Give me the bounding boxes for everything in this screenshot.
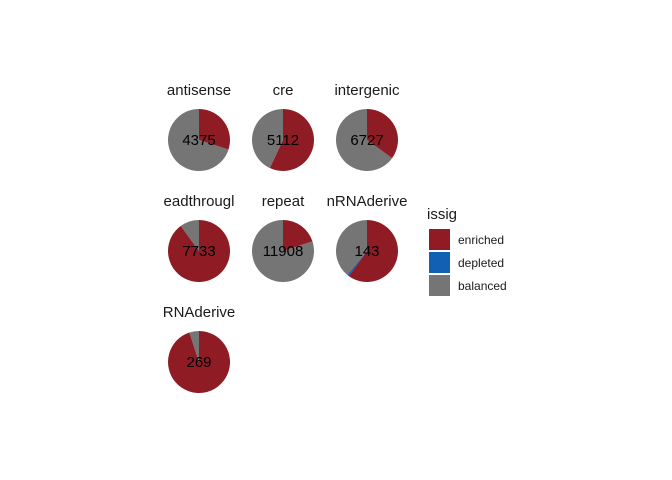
facet-panel: RNAderive 269 xyxy=(163,304,236,393)
facet-panel: antisense 4375 xyxy=(167,82,231,171)
facet-label: nRNAderive xyxy=(327,193,408,210)
count-label: 6727 xyxy=(350,132,383,149)
count-label: 269 xyxy=(186,354,211,371)
pie-slice-depleted xyxy=(347,251,367,277)
pie-slice-enriched xyxy=(367,109,398,159)
facet-label: antisense xyxy=(167,82,231,99)
pie-slice-balanced xyxy=(180,220,199,251)
facet-label: eadthrougl xyxy=(164,193,235,210)
count-label: 143 xyxy=(354,243,379,260)
count-label: 11908 xyxy=(263,243,304,260)
legend-items: enriched depleted balanced xyxy=(429,229,507,296)
legend-label: enriched xyxy=(458,233,504,247)
legend-label: depleted xyxy=(458,256,504,270)
legend: issig enriched depleted balanced xyxy=(427,206,507,296)
facet-panel: eadthrougl 7733 xyxy=(164,193,235,282)
count-label: 5112 xyxy=(267,132,299,149)
facet-panel: cre 5112 xyxy=(251,82,314,171)
pie-slice-enriched xyxy=(283,220,313,251)
facet-panel: intergenic 6727 xyxy=(334,82,400,172)
legend-item: enriched xyxy=(429,229,504,250)
legend-swatch xyxy=(429,252,450,273)
pie-slice-balanced xyxy=(189,331,199,362)
legend-swatch xyxy=(429,275,450,296)
count-label: 7733 xyxy=(182,243,215,260)
pie-slice-balanced xyxy=(251,108,283,169)
pie-slice-enriched xyxy=(199,109,230,150)
facet-label: repeat xyxy=(262,193,305,210)
facet-label: intergenic xyxy=(334,82,400,99)
pie-slice-enriched xyxy=(269,109,314,171)
legend-swatch xyxy=(429,229,450,250)
facet-label: cre xyxy=(273,82,294,99)
pie-slice-enriched xyxy=(348,220,399,283)
count-label: 4375 xyxy=(182,132,215,149)
legend-item: balanced xyxy=(429,275,507,296)
facet-panel: repeat 11908 xyxy=(251,193,314,283)
legend-item: depleted xyxy=(429,252,504,273)
pie-slice-balanced xyxy=(167,109,229,171)
legend-label: balanced xyxy=(458,279,507,293)
facet-label: RNAderive xyxy=(163,304,236,321)
facet-panel: nRNAderive 143 xyxy=(327,193,408,283)
pie-slice-balanced xyxy=(251,220,314,283)
facet-panels: antisense 4375 cre 5112 intergenic 6727 eadthr… xyxy=(163,82,408,393)
pie-slice-balanced xyxy=(335,220,367,275)
pie-slice-enriched xyxy=(168,331,231,393)
pie-slice-balanced xyxy=(335,109,393,172)
legend-title: issig xyxy=(427,206,457,223)
pie-slice-enriched xyxy=(168,220,231,282)
